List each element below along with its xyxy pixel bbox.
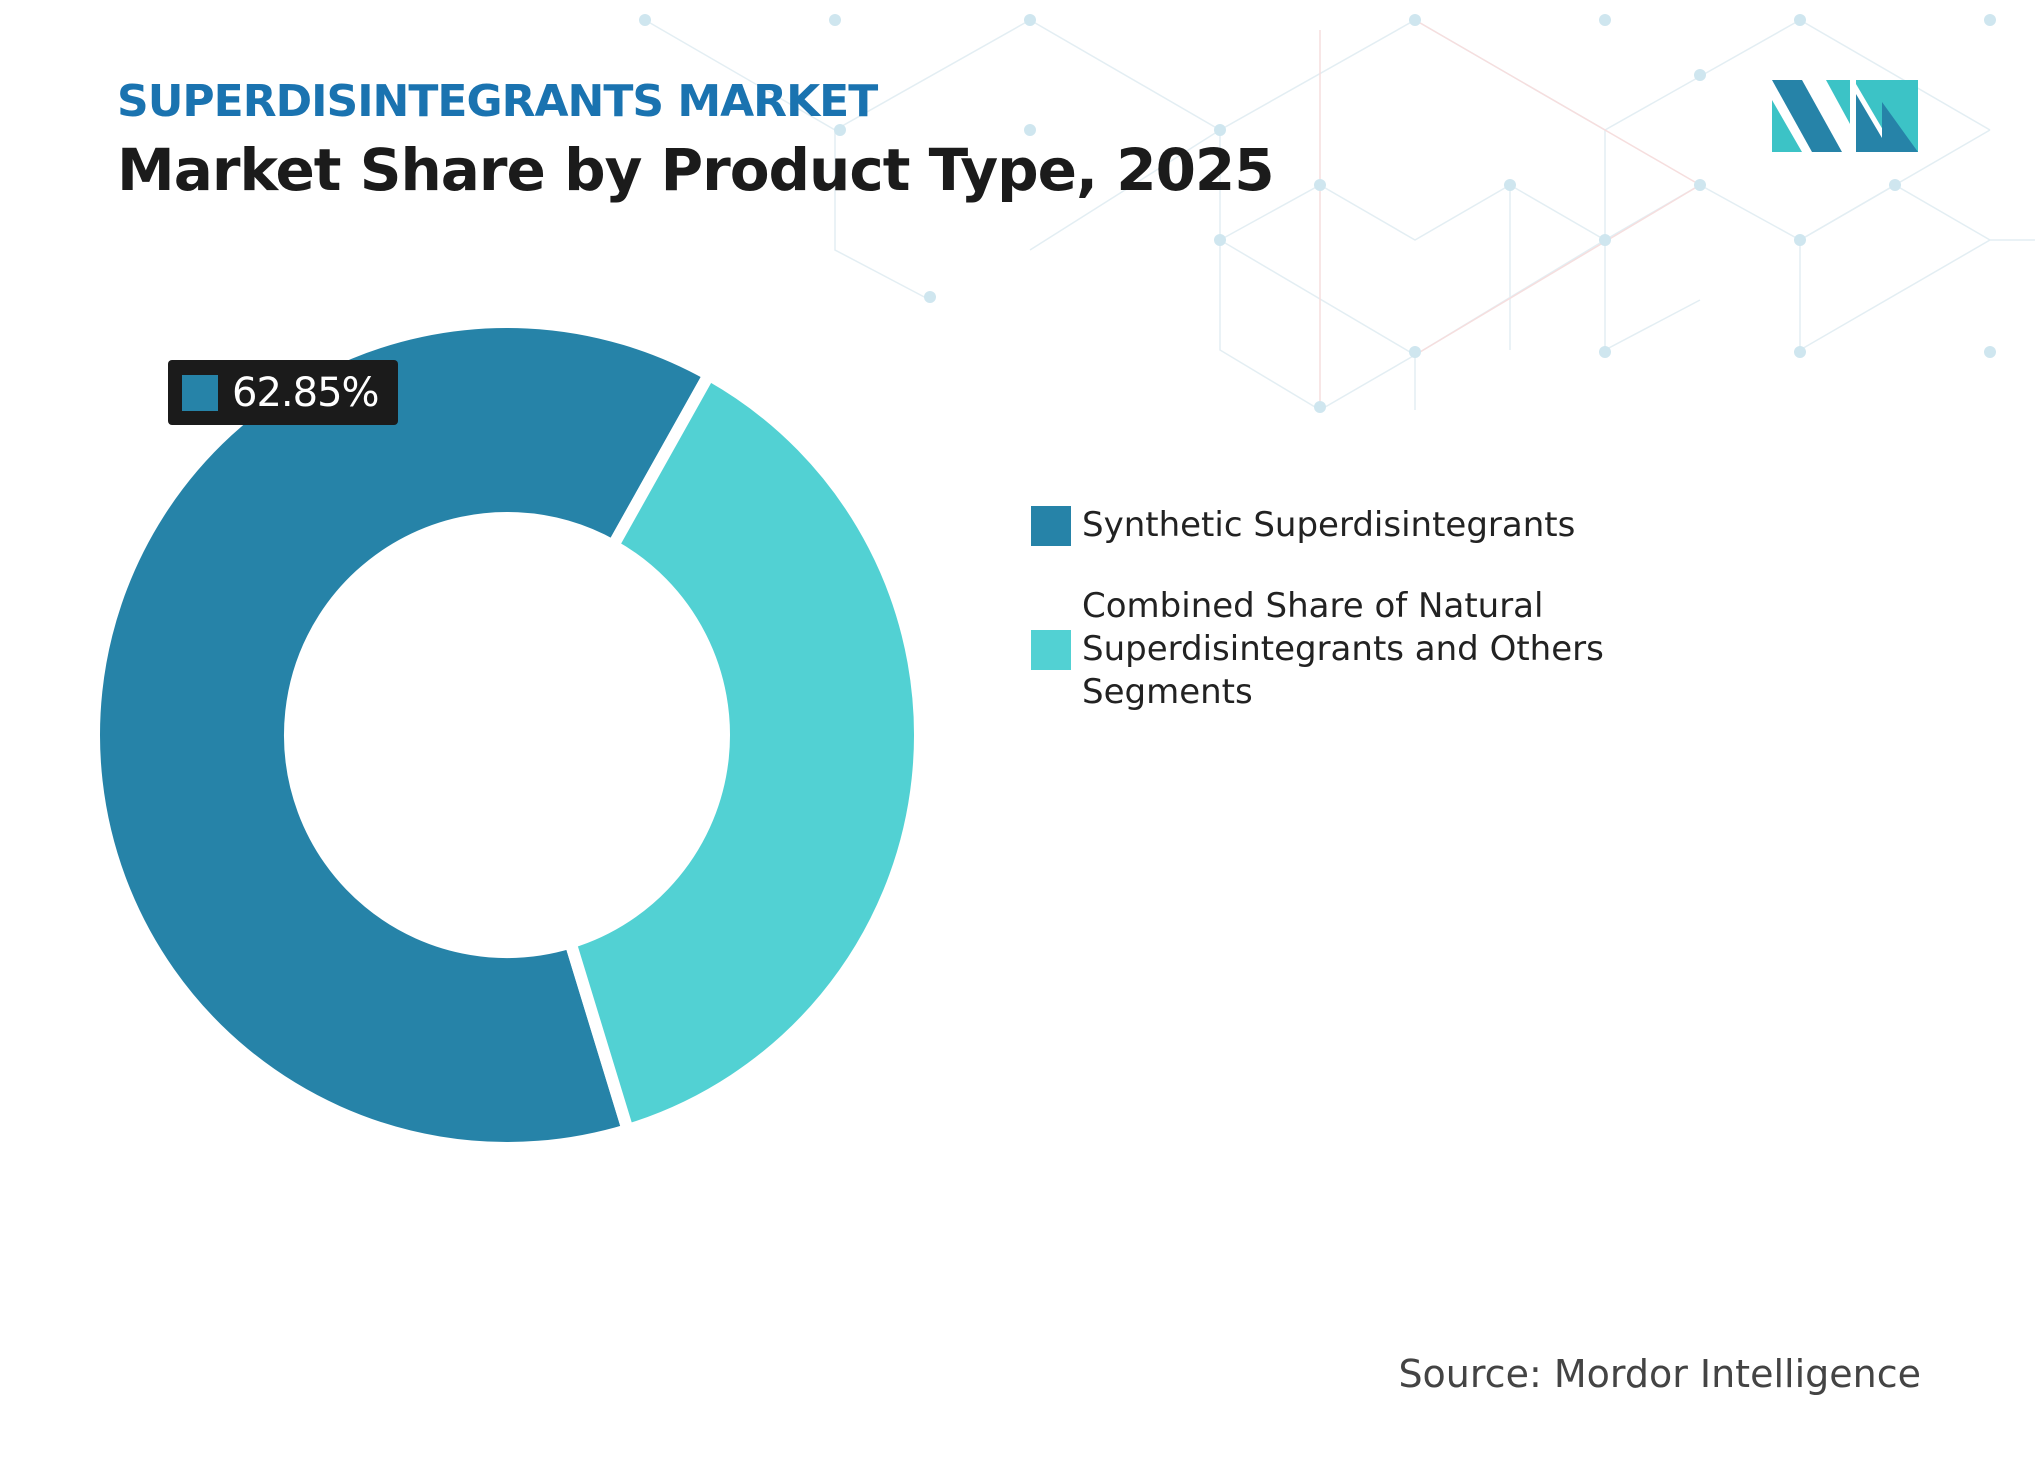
chart-title: Market Share by Product Type, 2025 xyxy=(117,136,1275,204)
legend-item-natural-others: Combined Share of Natural Superdisintegr… xyxy=(1031,585,1642,714)
data-label-synthetic: 62.85% xyxy=(168,360,398,425)
legend-item-synthetic: Synthetic Superdisintegrants xyxy=(1031,504,1662,547)
donut-slice-natural-others xyxy=(562,366,926,1138)
donut-chart xyxy=(88,316,926,1154)
legend-swatch xyxy=(1031,505,1071,546)
data-label-text: 62.85% xyxy=(232,369,380,416)
source-note: Source: Mordor Intelligence xyxy=(1398,1352,1921,1396)
legend-swatch xyxy=(1031,629,1071,670)
legend-label: Synthetic Superdisintegrants xyxy=(1082,505,1576,545)
chart-subtitle: SUPERDISINTEGRANTS MARKET xyxy=(117,76,878,127)
data-label-swatch xyxy=(182,374,218,411)
donut-slice-synthetic xyxy=(88,316,718,1154)
legend-label: Combined Share of Natural Superdisintegr… xyxy=(1082,586,1604,712)
mordor-logo-icon xyxy=(1772,80,1918,152)
